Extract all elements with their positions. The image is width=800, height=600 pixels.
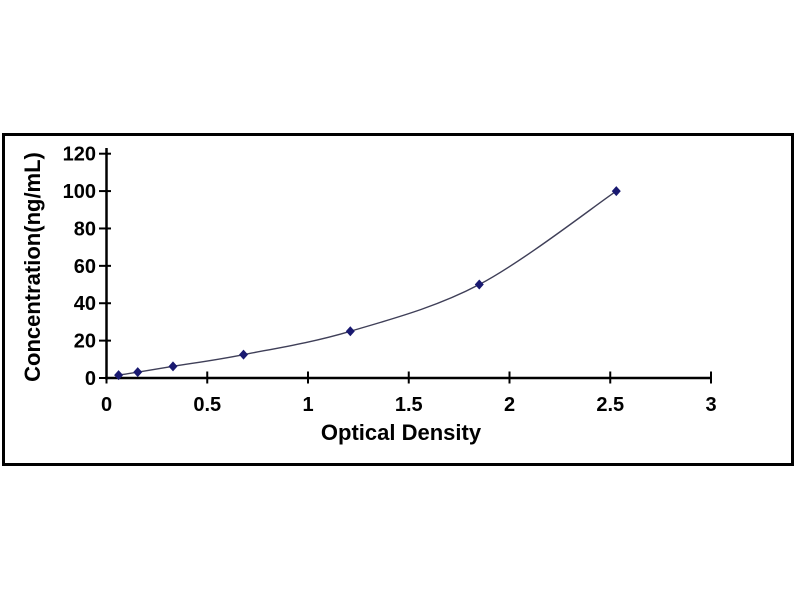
data-point-marker bbox=[114, 370, 124, 381]
y-tick-label: 80 bbox=[74, 218, 96, 240]
data-point-marker bbox=[133, 367, 143, 378]
data-point-marker bbox=[474, 279, 484, 290]
data-point-marker bbox=[611, 186, 621, 197]
data-point-marker bbox=[345, 326, 355, 337]
y-tick-label: 20 bbox=[74, 331, 96, 353]
x-tick-label: 2.5 bbox=[596, 394, 624, 416]
y-axis-title: Concentration(ng/mL) bbox=[20, 152, 45, 382]
x-tick-label: 3 bbox=[705, 394, 716, 416]
x-tick-label: 1 bbox=[302, 394, 313, 416]
data-point-marker bbox=[239, 349, 249, 360]
x-tick-label: 2 bbox=[504, 394, 515, 416]
standard-curve-line bbox=[118, 190, 617, 376]
y-tick-label: 40 bbox=[74, 293, 96, 315]
y-tick-label: 100 bbox=[63, 181, 96, 203]
y-tick-label: 0 bbox=[85, 368, 96, 390]
x-axis-title: Optical Density bbox=[321, 420, 482, 445]
chart-frame bbox=[2, 133, 794, 466]
y-tick-label: 60 bbox=[74, 256, 96, 278]
y-tick-label: 120 bbox=[63, 144, 96, 166]
x-tick-label: 1.5 bbox=[395, 394, 423, 416]
plot-area: 0 0.5 1 1.5 2 2.5 3 0 20 40 60 80 100 120 bbox=[63, 144, 717, 416]
x-tick-label: 0 bbox=[101, 394, 112, 416]
x-tick-label: 0.5 bbox=[193, 394, 221, 416]
data-point-marker bbox=[168, 361, 178, 372]
